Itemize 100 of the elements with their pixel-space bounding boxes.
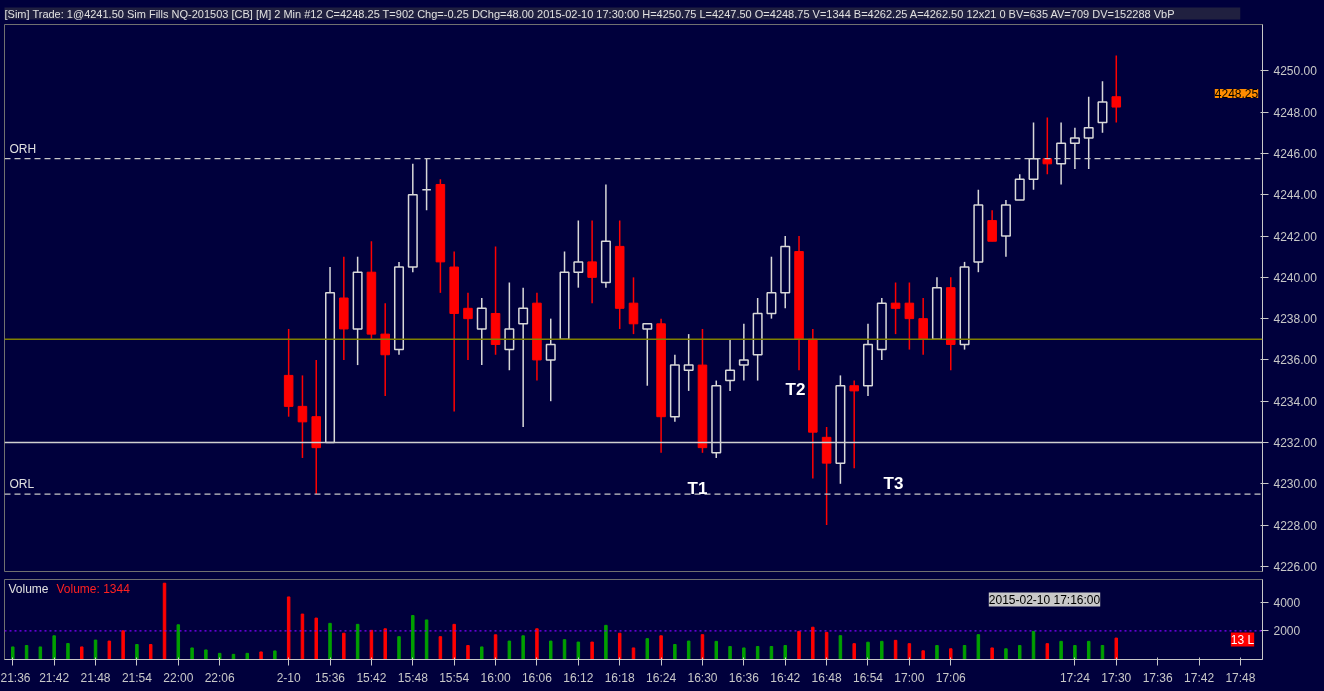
bar xyxy=(742,647,746,660)
ref-line-label: ORH xyxy=(9,141,37,156)
x-tick-label: 17:42 xyxy=(1184,670,1215,685)
bar xyxy=(673,644,677,660)
bar xyxy=(507,640,512,660)
bar xyxy=(604,624,608,660)
bar xyxy=(535,628,539,660)
bar xyxy=(38,646,43,660)
y-tick-label: 4246.00 xyxy=(1273,147,1318,162)
x-tick-label: 16:12 xyxy=(563,670,594,685)
bar xyxy=(383,628,387,660)
candlestick xyxy=(1028,121,1039,191)
x-tick-label: 17:24 xyxy=(1059,670,1091,685)
bar xyxy=(990,647,994,660)
bar xyxy=(245,652,250,660)
bar xyxy=(148,644,153,660)
bar xyxy=(811,626,815,660)
bar xyxy=(217,652,222,660)
bar xyxy=(645,638,650,660)
x-tick-label: 16:48 xyxy=(811,670,842,685)
bar xyxy=(107,640,112,660)
bar xyxy=(342,632,346,660)
x-tick-label: 21:36 xyxy=(0,670,31,685)
bar xyxy=(590,641,594,660)
bar xyxy=(52,635,56,660)
annotation: 2015-02-10 17:16:00 xyxy=(988,592,1101,607)
bar xyxy=(1004,648,1008,660)
candlestick xyxy=(918,297,928,356)
bar xyxy=(617,632,622,660)
annotation: T3 xyxy=(883,474,904,493)
x-tick-label: 16:18 xyxy=(604,670,636,685)
bar xyxy=(273,650,277,660)
x-tick-label: 17:48 xyxy=(1225,670,1256,685)
bar xyxy=(686,640,691,660)
y-tick-label: 4228.00 xyxy=(1273,518,1318,533)
candlestick xyxy=(504,281,515,371)
bar xyxy=(1059,640,1063,660)
candlestick xyxy=(1056,121,1067,186)
bar xyxy=(1114,637,1119,660)
bar xyxy=(907,643,912,660)
bar xyxy=(783,645,787,660)
candlestick xyxy=(738,323,749,382)
bar xyxy=(921,650,925,660)
bar xyxy=(866,641,870,660)
bar xyxy=(521,635,525,660)
bar xyxy=(411,615,415,660)
bar xyxy=(1017,645,1022,660)
candlestick xyxy=(1097,80,1108,134)
bar xyxy=(190,647,194,660)
y-tick-label: 4250.00 xyxy=(1273,64,1318,79)
x-tick-label: 17:30 xyxy=(1101,670,1132,685)
x-tick-label: 21:54 xyxy=(121,670,153,685)
y-tick-label: 4230.00 xyxy=(1273,477,1318,492)
bar xyxy=(355,623,360,660)
annotation: 13 L xyxy=(1230,632,1255,647)
candlestick xyxy=(476,297,487,366)
bar xyxy=(935,645,939,660)
candlestick xyxy=(987,209,997,242)
candlestick xyxy=(642,323,653,387)
ref-line-label: ORL xyxy=(9,477,35,492)
candlestick xyxy=(545,317,556,402)
y-tick-label: 4242.00 xyxy=(1273,229,1318,244)
candlestick xyxy=(1083,96,1094,170)
bar xyxy=(755,646,760,660)
x-tick-label: 21:42 xyxy=(39,670,70,685)
y-tick-label: 4000 xyxy=(1273,595,1301,610)
bar xyxy=(976,634,981,660)
bar xyxy=(576,641,581,660)
y-tick-label: 4238.00 xyxy=(1273,312,1318,327)
candlestick xyxy=(683,333,694,392)
candlestick xyxy=(587,219,597,304)
candlestick xyxy=(297,374,308,459)
x-tick-label: 15:54 xyxy=(439,670,470,685)
candlestick xyxy=(890,281,901,335)
x-tick-label: 16:06 xyxy=(521,670,553,685)
chart-title: Volume xyxy=(8,581,49,596)
bar xyxy=(797,630,801,660)
x-tick-label: 16:00 xyxy=(480,670,511,685)
x-tick-label: 16:30 xyxy=(687,670,718,685)
y-tick-label: 4236.00 xyxy=(1273,353,1318,368)
bar xyxy=(135,644,139,660)
y-tick-label: 4234.00 xyxy=(1273,394,1318,409)
annotation: T1 xyxy=(687,479,708,498)
x-tick-label: 15:42 xyxy=(356,670,387,685)
annotation: T2 xyxy=(785,380,806,399)
bar xyxy=(314,617,318,660)
candlestick xyxy=(518,286,529,428)
bar xyxy=(1073,645,1077,660)
x-tick-label: 15:36 xyxy=(315,670,346,685)
x-tick-label: 17:36 xyxy=(1142,670,1174,685)
bar xyxy=(121,630,125,660)
bar xyxy=(852,643,856,660)
bar xyxy=(728,646,732,660)
bar xyxy=(824,631,829,660)
bar xyxy=(438,636,443,660)
chart-title: [Sim] Trade: 1@4241.50 Sim Fills NQ-201503 [CB] [M] 2 Min #12 C=4248.25 T=902 Chg=-0.25 DChg=48.00 2015-02-10 17:30:00 H=4250.75 L=4247.50 O=4248.75 V=1344 B=4262.25 A=4262.50 12x21 0 BV=635 AV=709 DV=152288 VbP xyxy=(4,7,1175,20)
candlestick xyxy=(849,379,859,470)
candlestick xyxy=(463,292,473,361)
annotation: 4248.25 xyxy=(1214,87,1259,101)
x-tick-label: 16:54 xyxy=(852,670,884,685)
